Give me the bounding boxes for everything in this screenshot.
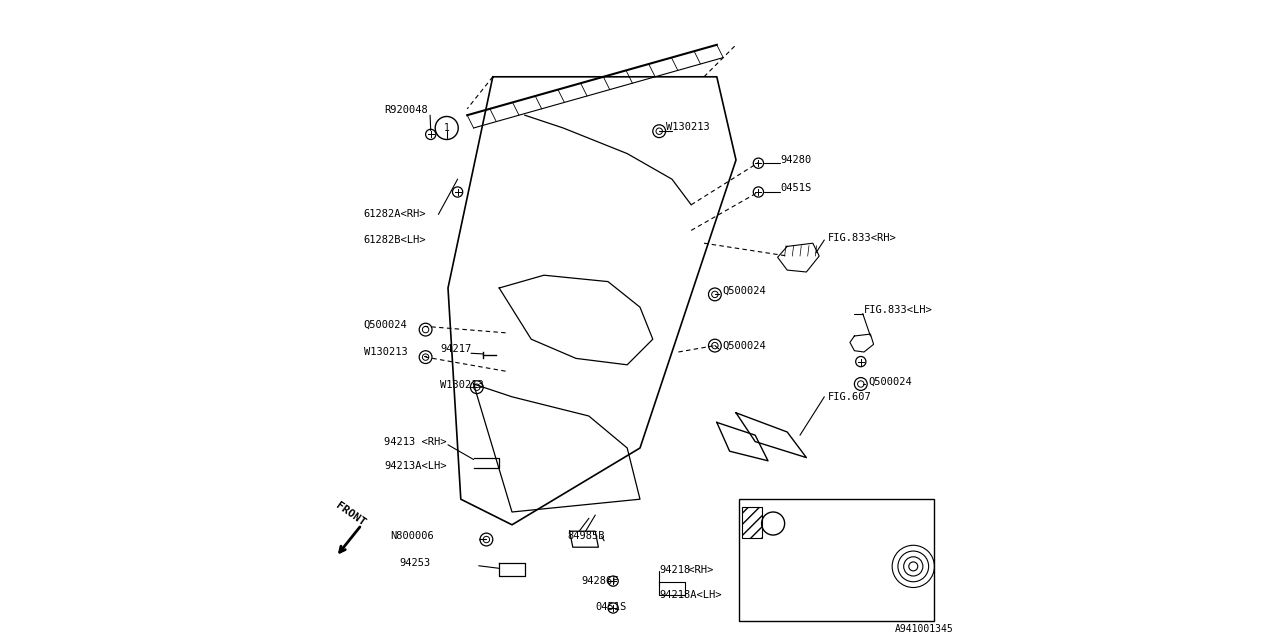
Text: 94280: 94280 [781,155,812,165]
Text: N800006: N800006 [390,531,434,541]
Text: 94217: 94217 [440,344,471,354]
Text: 94286F: 94286F [581,576,618,586]
Text: Q500024: Q500024 [869,376,913,387]
Text: 0451S: 0451S [781,183,812,193]
Text: Length of the 94499 is 25m.: Length of the 94499 is 25m. [745,545,902,556]
Text: W130213: W130213 [440,380,484,390]
FancyBboxPatch shape [742,507,762,538]
Text: 94218A<LH>: 94218A<LH> [659,590,722,600]
Text: 94213A<LH>: 94213A<LH> [384,461,447,471]
Text: 94218: 94218 [659,564,690,575]
Text: Please cut it according to: Please cut it according to [745,572,897,582]
Text: R920048: R920048 [384,105,428,115]
Text: 1: 1 [771,518,776,529]
Text: 84985B: 84985B [567,531,604,541]
Text: FRONT: FRONT [333,500,367,528]
Text: 94253: 94253 [399,558,430,568]
Text: FIG.607: FIG.607 [828,392,872,402]
Text: FIG.833<LH>: FIG.833<LH> [864,305,933,315]
Text: 94499: 94499 [787,518,818,529]
Text: W130213: W130213 [364,347,407,357]
Text: necessary length.: necessary length. [745,599,845,609]
Text: A941001345: A941001345 [895,623,954,634]
Text: Q500024: Q500024 [722,285,765,296]
Text: <RH>: <RH> [682,564,713,575]
Text: Q500024: Q500024 [722,340,765,351]
FancyBboxPatch shape [740,499,934,621]
Text: FIG.833<RH>: FIG.833<RH> [828,233,896,243]
Text: 61282B<LH>: 61282B<LH> [364,235,426,245]
Text: Q500024: Q500024 [364,320,407,330]
Text: 94213 <RH>: 94213 <RH> [384,436,447,447]
Text: 0451S: 0451S [595,602,626,612]
Text: 1: 1 [444,123,449,133]
Text: 61282A<RH>: 61282A<RH> [364,209,426,220]
Text: W130213: W130213 [666,122,709,132]
